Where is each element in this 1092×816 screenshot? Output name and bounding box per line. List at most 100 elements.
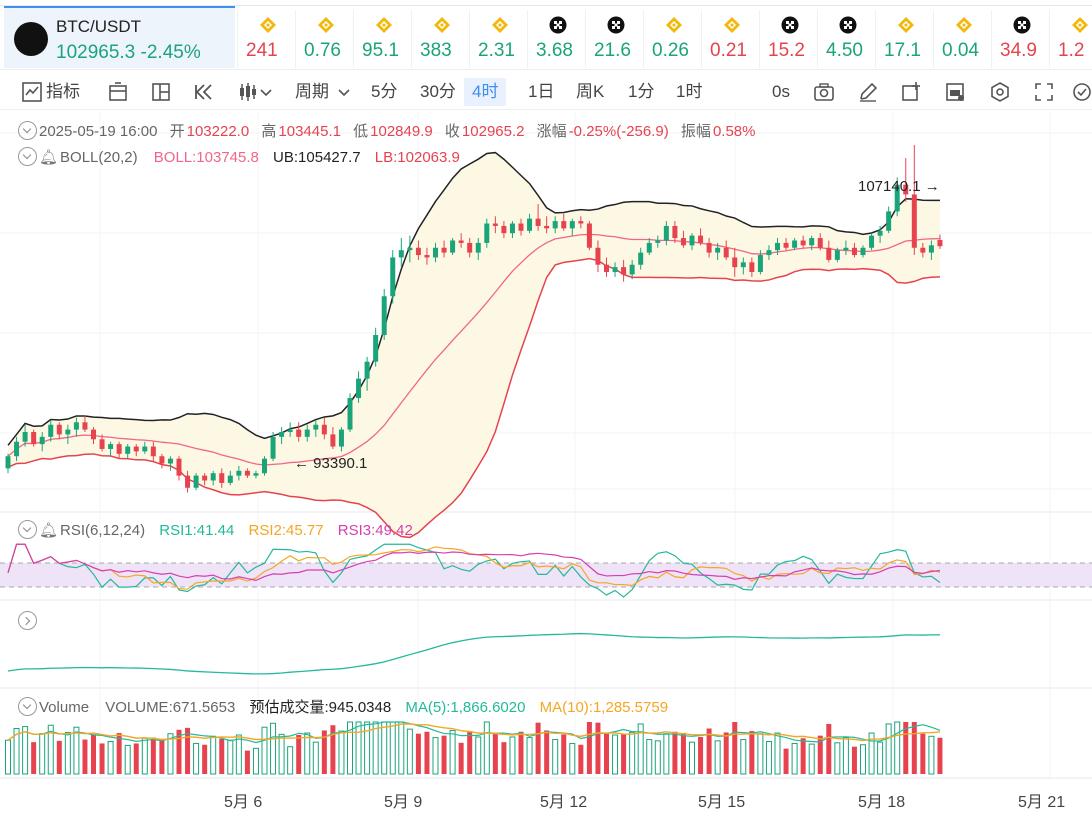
expand-icon[interactable] — [18, 611, 37, 630]
volume-bar — [723, 732, 729, 774]
rsi-collapse-icon[interactable] — [18, 520, 37, 539]
volume-bar — [578, 744, 584, 774]
tab-interval[interactable]: 5分 — [371, 82, 398, 101]
tab-interval[interactable]: 1时 — [676, 82, 703, 101]
period-chevron-icon[interactable] — [336, 80, 352, 104]
more-icon[interactable] — [1070, 80, 1092, 104]
volume-bar — [595, 722, 601, 774]
volume-bar — [706, 728, 712, 774]
ticker-item[interactable]: 0.26 — [643, 10, 703, 68]
close-label: 收 — [444, 123, 460, 140]
ticker-item[interactable]: 3.68 — [527, 10, 587, 68]
candle-body — [65, 429, 71, 435]
layout-icon[interactable] — [106, 80, 130, 104]
ticker-item[interactable]: 34.9 — [991, 10, 1051, 68]
volume-bar — [757, 733, 764, 775]
ticker-item[interactable]: 0.04 — [933, 10, 993, 68]
tab-interval[interactable]: 周K — [576, 82, 605, 101]
replay-icon[interactable] — [192, 80, 216, 104]
add-drawing-icon[interactable] — [899, 80, 923, 104]
volume-bar — [278, 733, 285, 775]
main-price-change: -2.45% — [140, 42, 201, 63]
collapse-icon[interactable] — [18, 121, 37, 140]
boll-collapse-icon[interactable] — [18, 147, 37, 166]
volume-bar — [740, 739, 747, 775]
volume-bar — [646, 739, 653, 775]
candle-body — [732, 257, 738, 268]
candle-body — [604, 264, 609, 272]
tab-interval[interactable]: 4时 — [464, 78, 507, 106]
candle-body — [167, 458, 173, 464]
candle-body — [586, 223, 592, 248]
settings-icon[interactable] — [988, 80, 1012, 104]
ticker-item[interactable]: 383 — [411, 10, 471, 68]
fullscreen-icon[interactable] — [1032, 80, 1056, 104]
volume-bar — [389, 721, 396, 775]
ticker-item[interactable]: 15.2 — [759, 10, 819, 68]
main-symbol-tab[interactable]: BTC/USDT 102965.3 -2.45% — [4, 6, 235, 68]
volume-bar — [73, 726, 80, 775]
boll-upper-line — [7, 151, 940, 446]
candle-body — [492, 223, 498, 226]
rsi-bell-icon[interactable]: 🔔︎ — [39, 522, 59, 539]
split-view-icon[interactable] — [149, 80, 173, 104]
x-axis-label: 5月 15 — [698, 794, 746, 811]
chevron-down-icon[interactable] — [258, 80, 274, 104]
ticker-item[interactable]: 2.31 — [469, 10, 529, 68]
candle-type-icon[interactable] — [236, 80, 260, 104]
volume-bar — [483, 721, 490, 775]
volume-bar — [732, 722, 738, 774]
volume-bar — [629, 731, 636, 775]
volume-bar — [432, 737, 439, 775]
ticker-item[interactable]: 1.2 — [1049, 10, 1092, 68]
ticker-item[interactable]: 21.6 — [585, 10, 645, 68]
bell-icon[interactable]: 🔔︎ — [39, 149, 59, 166]
volume-bar — [928, 735, 935, 775]
x-axis-label: 5月 12 — [540, 794, 588, 811]
high-label: 高 — [261, 123, 277, 140]
ticker-value: 95.1 — [362, 40, 399, 61]
volume-bar — [56, 740, 62, 774]
volume-bar — [287, 746, 294, 775]
ohlc-info-line: 2025-05-19 16:00 开 103222.0 高 103445.1 低 10… — [18, 120, 757, 141]
ticker-item[interactable]: 0.76 — [295, 10, 355, 68]
ticker-item[interactable]: 17.1 — [875, 10, 935, 68]
indicators-button[interactable]: 指标 — [46, 82, 80, 101]
volume-bar — [920, 733, 926, 774]
volume-estimate: 预估成交量:945.0348 — [249, 699, 392, 716]
volume-bar — [13, 728, 20, 775]
volume-bar — [159, 738, 165, 774]
camera-icon[interactable] — [812, 80, 836, 104]
boll-ub-value: UB:105427.7 — [273, 149, 361, 166]
tab-interval[interactable]: 1日 — [528, 82, 555, 101]
candle-body — [612, 267, 618, 272]
ticker-value: 241 — [246, 40, 278, 61]
candle-body — [680, 238, 686, 246]
candle-body — [458, 240, 464, 243]
volume-collapse-icon[interactable] — [18, 697, 37, 716]
volume-bar — [449, 729, 456, 775]
ticker-value: 34.9 — [1000, 40, 1037, 61]
ticker-item[interactable]: 0.21 — [701, 10, 761, 68]
rsi-name: RSI(6,12,24) — [60, 522, 146, 539]
candle-body — [39, 436, 45, 445]
volume-bar — [783, 748, 789, 774]
indicator-icon[interactable] — [20, 80, 44, 104]
pencil-icon[interactable] — [856, 80, 880, 104]
tab-interval[interactable]: 1分 — [628, 82, 655, 101]
bnb-icon — [318, 17, 334, 33]
candle-body — [270, 436, 276, 459]
ticker-item[interactable]: 241 — [237, 10, 297, 68]
rsi1-value: RSI1:41.44 — [159, 522, 235, 539]
ticker-item[interactable]: 4.50 — [817, 10, 877, 68]
chart-toolbar: 指标 周期 5分 30分 4时 1日 周K 1分 1时 0s — [0, 72, 1092, 110]
candle-body — [441, 247, 447, 253]
volume-bar — [937, 737, 943, 774]
candle-body — [800, 240, 806, 246]
tab-interval[interactable]: 30分 — [420, 82, 456, 101]
candle-body — [450, 240, 456, 253]
period-dropdown[interactable]: 周期 — [295, 82, 329, 101]
ticker-item[interactable]: 95.1 — [353, 10, 413, 68]
trash-icon[interactable] — [943, 80, 967, 104]
